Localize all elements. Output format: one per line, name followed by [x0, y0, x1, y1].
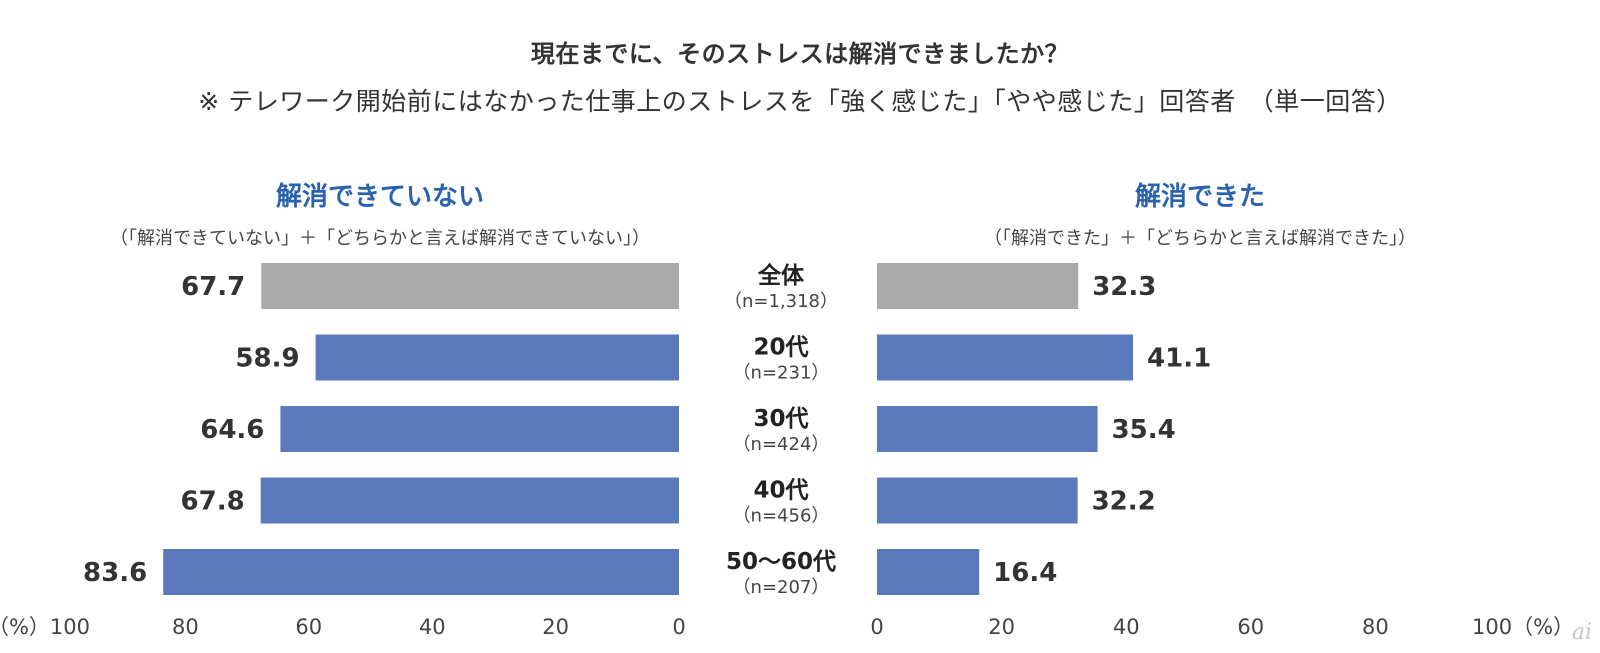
watermark-logo: ai	[1571, 620, 1592, 645]
left-bar	[163, 549, 680, 595]
right-bar	[877, 477, 1078, 524]
left-series-note: （「解消できていない」＋「どちらかと言えば解消できていない」）	[110, 228, 650, 249]
left-bar-value-label: 67.8	[181, 487, 245, 517]
right-series-note: （「解消できた」＋「どちらかと言えば解消できた」）	[984, 228, 1416, 249]
left-bar-value-label: 64.6	[200, 415, 264, 445]
category-sample-size: （n=424）	[733, 434, 830, 455]
right-bar	[877, 334, 1134, 381]
left-bar-value-label: 83.6	[83, 558, 147, 588]
left-series-heading: 解消できていない	[275, 182, 484, 212]
left-axis-tick-label: （%）100	[0, 615, 90, 639]
left-axis-tick-label: 80	[172, 615, 199, 639]
category-label: 30代	[753, 406, 808, 432]
left-axis-tick-label: 20	[542, 615, 569, 639]
right-axis-tick-label: 80	[1362, 615, 1389, 639]
left-bar	[315, 334, 679, 381]
left-axis-tick-label: 0	[672, 615, 685, 639]
right-bar	[877, 406, 1098, 452]
right-bar-value-label: 32.2	[1092, 487, 1156, 517]
left-bar	[280, 406, 679, 452]
right-bar	[877, 549, 980, 595]
category-sample-size: （n=1,318）	[724, 291, 838, 312]
left-bar	[260, 477, 679, 524]
right-bar-value-label: 16.4	[993, 558, 1057, 588]
category-sample-size: （n=207）	[733, 577, 830, 598]
category-label: 20代	[753, 335, 808, 361]
right-bar-value-label: 35.4	[1112, 415, 1176, 445]
left-bar-value-label: 58.9	[235, 344, 299, 374]
chart-title: 現在までに、そのストレスは解消できましたか？	[530, 40, 1070, 68]
category-label: 全体	[757, 262, 805, 289]
right-bar-value-label: 41.1	[1147, 344, 1211, 374]
right-axis-tick-label: 100（%）	[1472, 615, 1574, 639]
right-bar-value-label: 32.3	[1092, 272, 1156, 302]
left-axis-tick-label: 40	[419, 615, 446, 639]
category-label: 40代	[753, 478, 808, 504]
right-axis-tick-label: 60	[1237, 615, 1264, 639]
right-axis-tick-label: 0	[870, 615, 883, 639]
left-axis-tick-label: 60	[295, 615, 322, 639]
category-label: 50〜60代	[726, 549, 836, 575]
right-axis-tick-label: 40	[1113, 615, 1140, 639]
left-bar-value-label: 67.7	[181, 272, 245, 302]
right-series-heading: 解消できた	[1134, 182, 1265, 212]
chart-subtitle: ※ テレワーク開始前にはなかった仕事上のストレスを「強く感じた」「やや感じた」回…	[198, 87, 1402, 116]
category-sample-size: （n=231）	[733, 363, 830, 384]
category-sample-size: （n=456）	[733, 506, 830, 527]
right-axis-tick-label: 20	[988, 615, 1015, 639]
right-bar	[877, 263, 1079, 309]
left-bar	[261, 263, 679, 309]
